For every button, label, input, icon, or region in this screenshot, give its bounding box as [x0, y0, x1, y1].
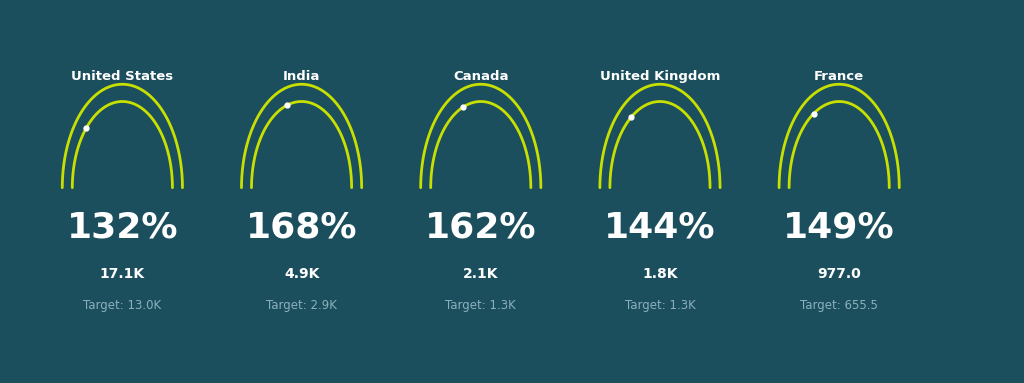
Text: United Kingdom: United Kingdom [600, 70, 720, 83]
Text: 977.0: 977.0 [817, 267, 861, 281]
Text: 17.1K: 17.1K [99, 267, 145, 281]
Text: Canada: Canada [453, 70, 509, 83]
Text: 4.9K: 4.9K [284, 267, 319, 281]
Text: France: France [814, 70, 864, 83]
Text: 168%: 168% [246, 211, 357, 245]
Text: 132%: 132% [67, 211, 178, 245]
Text: 1.8K: 1.8K [642, 267, 678, 281]
Text: Target: 1.3K: Target: 1.3K [445, 299, 516, 312]
Text: 2.1K: 2.1K [463, 267, 499, 281]
Text: United States: United States [72, 70, 173, 83]
Text: 144%: 144% [604, 211, 716, 245]
Text: Target: 13.0K: Target: 13.0K [83, 299, 162, 312]
Text: Target: 655.5: Target: 655.5 [800, 299, 879, 312]
Text: Target: 2.9K: Target: 2.9K [266, 299, 337, 312]
Text: Target: 1.3K: Target: 1.3K [625, 299, 695, 312]
Text: India: India [283, 70, 321, 83]
Text: 149%: 149% [783, 211, 895, 245]
Text: 162%: 162% [425, 211, 537, 245]
